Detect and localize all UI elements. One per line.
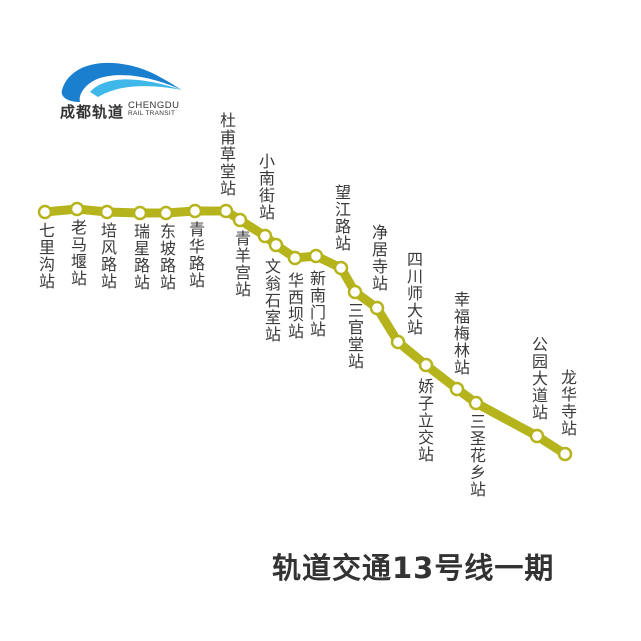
station-label: 三官堂站	[345, 302, 364, 370]
station-label: 龙华寺站	[558, 369, 577, 437]
station-marker	[390, 334, 406, 350]
station-marker	[69, 201, 85, 217]
station-marker	[308, 248, 324, 264]
station-label: 东坡路站	[157, 223, 176, 291]
station-marker	[268, 237, 284, 253]
logo-name-en: CHENGDU	[128, 100, 180, 111]
station-label: 公园大道站	[529, 336, 548, 421]
station-label: 净居寺站	[369, 224, 388, 292]
station-marker	[99, 204, 115, 220]
station-marker	[218, 203, 234, 219]
station-marker	[37, 204, 53, 220]
station-label: 四川师大站	[404, 251, 423, 336]
station-label: 培风路站	[98, 222, 117, 290]
station-marker	[158, 205, 174, 221]
station-marker	[449, 381, 465, 397]
station-marker	[187, 203, 203, 219]
station-label: 小南街站	[256, 153, 275, 221]
station-marker	[468, 395, 484, 411]
station-label: 青羊宫站	[232, 230, 251, 298]
station-label: 新南门站	[307, 270, 326, 338]
logo-swoosh-icon	[61, 62, 182, 102]
station-marker	[369, 300, 385, 316]
station-marker	[333, 260, 349, 276]
line-13-route	[40, 204, 570, 459]
station-label: 七里沟站	[36, 222, 55, 290]
station-label: 老马堰站	[68, 219, 87, 287]
station-label: 杜甫草堂站	[217, 112, 236, 197]
station-marker	[557, 446, 573, 462]
map-title: 轨道交通13号线一期	[272, 551, 555, 585]
station-marker	[418, 357, 434, 373]
station-marker	[347, 284, 363, 300]
station-label: 娇子立交站	[415, 378, 434, 463]
station-label: 幸福梅林站	[451, 291, 470, 376]
station-label: 华西坝站	[285, 272, 304, 340]
station-marker	[529, 428, 545, 444]
station-label: 青华路站	[186, 221, 205, 289]
station-marker	[132, 205, 148, 221]
station-label: 三圣花乡站	[467, 413, 486, 498]
logo-subtitle-en: RAIL TRANSIT	[128, 110, 176, 117]
logo-name-cn: 成都轨道	[60, 103, 125, 121]
station-marker	[287, 250, 303, 266]
station-marker	[257, 228, 273, 244]
station-label: 望江路站	[332, 184, 351, 252]
station-marker	[232, 212, 248, 228]
station-label: 瑞星路站	[131, 223, 150, 291]
station-label: 文翁石室站	[262, 258, 281, 343]
